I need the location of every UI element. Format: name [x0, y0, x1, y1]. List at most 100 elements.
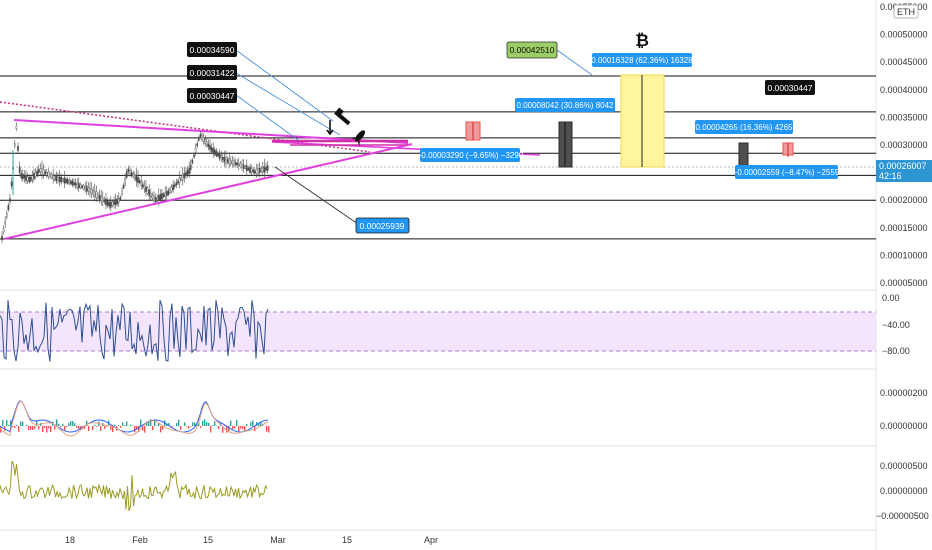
- callout-low[interactable]: 0.00025939: [355, 217, 410, 234]
- candle-body: [188, 167, 191, 174]
- rsi-axis[interactable]: 0.00 −40.00 −80.00: [882, 293, 910, 356]
- callout-price-3[interactable]: 0.00030447: [187, 88, 237, 103]
- callout-connectors: [235, 49, 593, 225]
- time-axis[interactable]: 18 Feb 15 Mar 15 Apr: [65, 535, 438, 545]
- candle-body: [108, 202, 110, 207]
- candle-body: [101, 197, 104, 202]
- candle-body: [140, 180, 143, 187]
- candle-body: [234, 162, 237, 165]
- candle-body: [119, 197, 122, 200]
- candle-body: [121, 190, 123, 195]
- macd-bar: [160, 426, 162, 433]
- macd-bar: [54, 426, 56, 430]
- callout-price-4[interactable]: 0.00042510: [506, 41, 558, 59]
- macd-bar: [56, 419, 58, 426]
- candle-body: [28, 177, 31, 183]
- measure-right-box[interactable]: [738, 142, 749, 168]
- candle-body: [164, 192, 167, 197]
- candle-body: [162, 193, 165, 198]
- candle-body: [76, 182, 78, 188]
- measure-right-down-label[interactable]: −0.00002559 (−8.47%) −2559: [733, 165, 840, 179]
- time-label-15b: 15: [342, 535, 352, 545]
- candle-body: [113, 201, 115, 205]
- measure-short-label[interactable]: −0.00003290 (−9.65%) −3290: [417, 148, 524, 162]
- osc3-axis[interactable]: 0.00000500 0.00000000 −0.00000500: [876, 461, 929, 521]
- macd-bar: [92, 426, 94, 431]
- macd-bar: [78, 426, 80, 429]
- macd-bar: [86, 420, 88, 426]
- current-price-tag[interactable]: [876, 160, 932, 182]
- macd-bar: [38, 426, 40, 430]
- measure-big-label[interactable]: 0.00016328 (62.36%) 16328: [591, 53, 693, 67]
- candle-body: [229, 159, 232, 164]
- macd-bar: [48, 426, 50, 429]
- macd-bar: [66, 426, 68, 427]
- measure-right-down-text: −0.00002559 (−8.47%) −2559: [733, 168, 840, 177]
- candle-body: [178, 177, 181, 183]
- macd-bar: [4, 426, 6, 431]
- macd-bar: [30, 426, 32, 430]
- macd-bar: [122, 422, 124, 426]
- down-arrow-icon[interactable]: [326, 120, 334, 136]
- rocket-icon[interactable]: [350, 127, 369, 146]
- macd-bar: [232, 426, 234, 429]
- macd-bar: [162, 426, 164, 430]
- hammer-icon[interactable]: [334, 107, 353, 126]
- measure-right-text: 0.00004265 (16.36%) 4265: [696, 123, 794, 132]
- bitcoin-icon[interactable]: ₿: [635, 31, 649, 50]
- candle-body: [97, 193, 99, 199]
- macd-bar: [260, 421, 262, 426]
- macd-bar: [8, 424, 10, 426]
- pane-separators: [0, 0, 877, 550]
- candle-body: [42, 169, 45, 175]
- osc3-tick-0: 0.00000500: [880, 461, 928, 471]
- symbol-badge-box[interactable]: [893, 4, 919, 19]
- price-axis[interactable]: 0.000550000.000500000.000450000.00040000…: [880, 2, 928, 288]
- candle-body: [149, 193, 152, 197]
- measure-right-label[interactable]: 0.00004265 (16.36%) 4265: [695, 120, 793, 134]
- macd-bar: [246, 423, 248, 426]
- candle-body: [181, 174, 184, 181]
- callout-price-5[interactable]: 0.00030447: [765, 80, 815, 95]
- macd-bar: [14, 426, 16, 428]
- candle-body: [79, 184, 82, 189]
- macd-bar: [70, 421, 72, 426]
- channel-upper-line[interactable]: [13, 119, 409, 144]
- macd-bar: [234, 426, 236, 429]
- candle-body: [169, 189, 171, 193]
- candle-body: [26, 176, 29, 182]
- candle-body: [146, 188, 149, 194]
- candle-body: [135, 175, 138, 182]
- macd-bar: [44, 426, 46, 428]
- candle-body: [34, 172, 37, 177]
- candle-body: [47, 171, 50, 178]
- macd-axis[interactable]: 0.00000200 0.00000000: [880, 388, 928, 431]
- candle-body: [250, 168, 253, 173]
- macd-bar: [94, 424, 96, 426]
- measure-mid-label[interactable]: 0.00008042 (30.86%) 8042: [515, 98, 615, 112]
- candle-body: [109, 201, 112, 208]
- macd-bar: [134, 426, 136, 433]
- macd-bar: [84, 426, 86, 429]
- candle-body: [69, 180, 72, 184]
- candle-body: [66, 179, 69, 184]
- callout-price-1[interactable]: 0.00034590: [187, 42, 237, 57]
- candle-body: [73, 182, 75, 186]
- callout-price-2[interactable]: 0.00031422: [187, 65, 237, 80]
- macd-bar: [46, 426, 48, 433]
- macd-bar: [112, 426, 114, 432]
- channel-lower-line[interactable]: [3, 143, 413, 240]
- candle-body: [205, 141, 208, 146]
- candle-body: [173, 184, 176, 187]
- candle-body: [5, 213, 8, 218]
- candle-body: [221, 157, 224, 160]
- candle-body: [18, 166, 21, 173]
- candle-body: [263, 165, 266, 173]
- macd-bar: [36, 420, 38, 426]
- candle-body: [95, 191, 98, 198]
- candle-body: [55, 175, 58, 182]
- candle-body: [186, 169, 189, 175]
- price-tick: 0.00045000: [880, 57, 928, 67]
- candle-body: [87, 187, 90, 191]
